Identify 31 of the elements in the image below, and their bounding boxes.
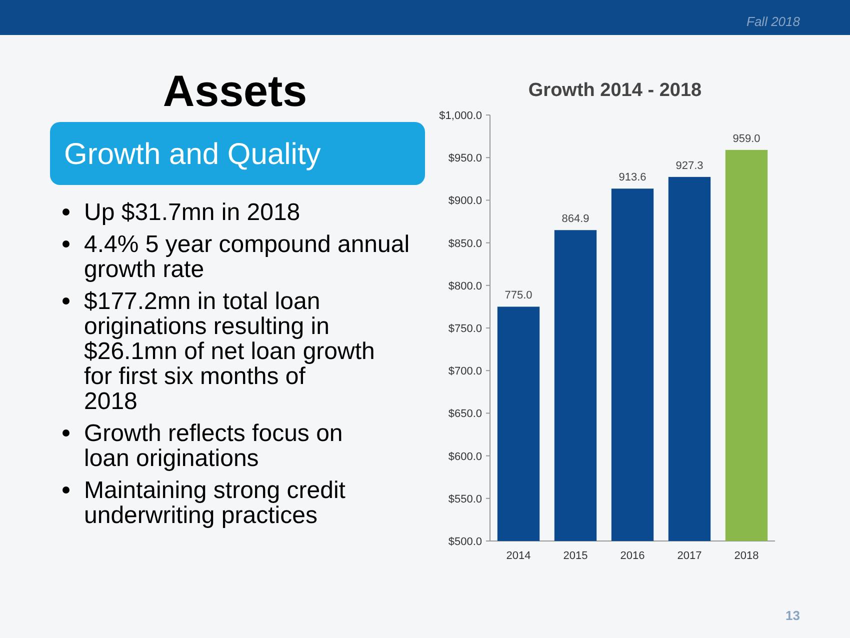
y-tick-label: $750.0 <box>448 323 482 335</box>
y-tick-label: $600.0 <box>448 450 482 463</box>
x-tick-label: 2017 <box>677 550 702 562</box>
text: Up $31.7mn in 2018 <box>84 199 300 226</box>
text: 13 <box>786 608 800 623</box>
data-label: 913.6 <box>618 172 646 184</box>
y-tick-label: $550.0 <box>448 493 482 506</box>
y-tick-label: $1,000.0 <box>439 110 482 122</box>
x-tick-label: 2016 <box>620 550 645 562</box>
y-tick-label: $900.0 <box>448 195 482 208</box>
text: Growth reflects focus on loan originations <box>84 420 343 472</box>
data-label: 864.9 <box>562 213 590 226</box>
chart-title: Growth 2014 - 2018 <box>528 80 702 101</box>
x-tick-label: 2015 <box>563 550 588 562</box>
text: Growth and Quality <box>64 138 321 171</box>
y-tick-label: $950.0 <box>448 152 482 165</box>
y-tick-label: $700.0 <box>448 366 482 378</box>
x-tick-label: 2014 <box>506 550 531 562</box>
y-tick-label: $850.0 <box>448 238 482 250</box>
text: Maintaining strong credit underwriting practices <box>84 477 346 529</box>
text: 4.4% 5 year compound annual growth rate <box>84 231 410 283</box>
x-tick-label: 2018 <box>734 550 759 562</box>
data-label: 959.0 <box>732 132 760 145</box>
y-tick-label: $800.0 <box>448 280 482 292</box>
data-label: 775.0 <box>504 290 532 302</box>
text: $177.2mn in total loan originations resulting in $26.1mn of net loan growth for first six months of 2018 <box>84 288 375 415</box>
y-tick-label: $650.0 <box>448 408 482 420</box>
text: Fall 2018 <box>746 14 801 29</box>
data-label: 927.3 <box>676 160 704 172</box>
text: Assets <box>162 67 308 116</box>
y-tick-label: $500.0 <box>448 536 482 548</box>
